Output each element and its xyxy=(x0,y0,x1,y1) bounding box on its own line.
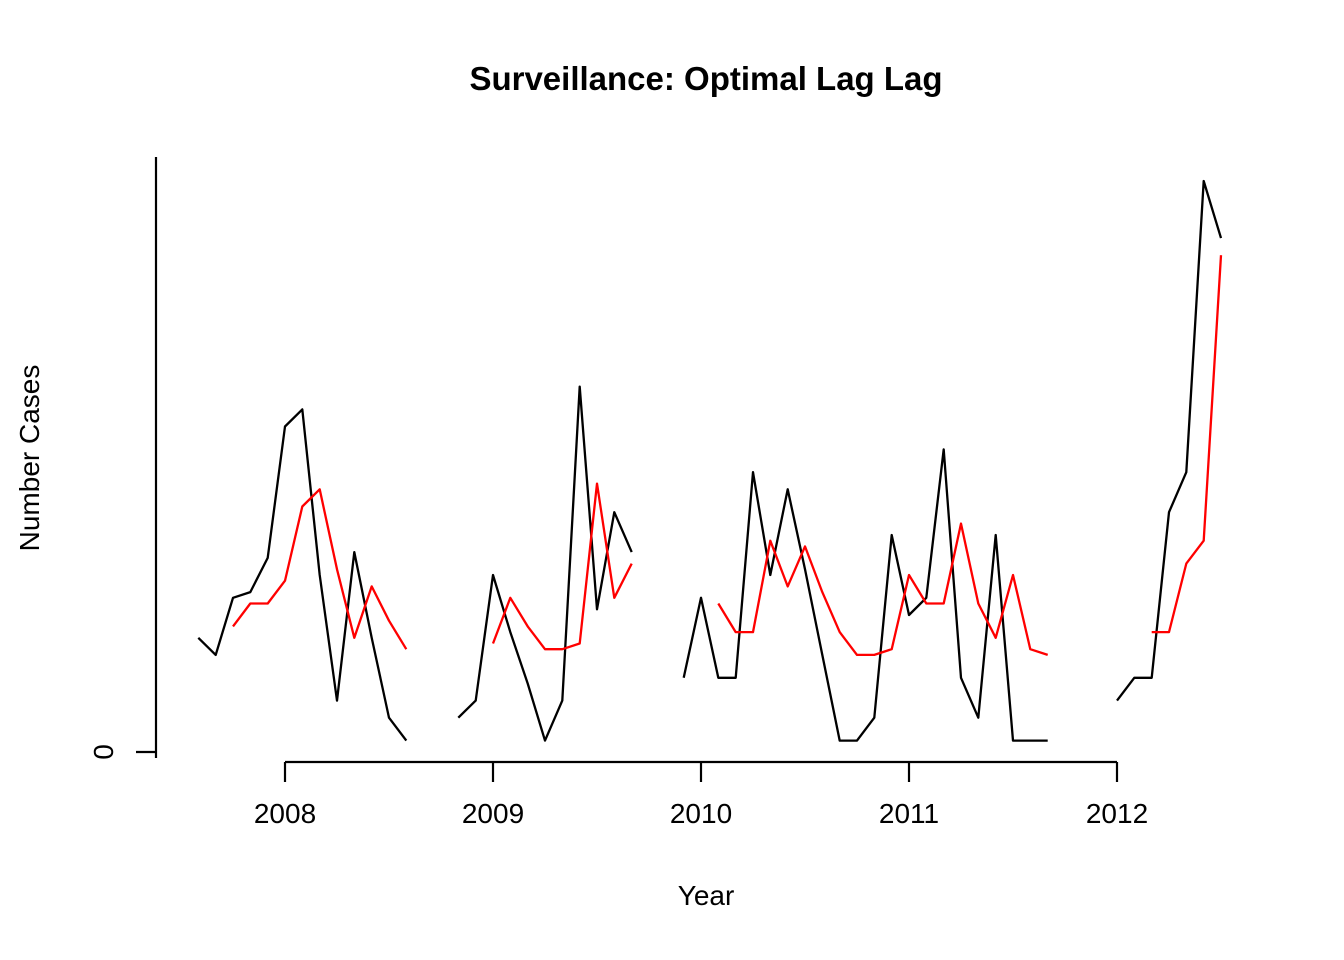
optimal-lag-red-segment xyxy=(1151,255,1223,634)
observed-black-segment xyxy=(457,385,633,742)
x-axis-label: Year xyxy=(677,880,735,911)
chart-title: Surveillance: Optimal Lag Lag xyxy=(469,60,943,97)
observed-black-segment xyxy=(1116,179,1223,702)
x-tick-label-2008: 2008 xyxy=(253,798,317,829)
observed-black-segment xyxy=(682,448,1048,742)
observed-black-segment xyxy=(197,408,408,742)
x-tick-label-2011: 2011 xyxy=(878,798,940,829)
optimal-lag-red-segment xyxy=(232,488,408,650)
optimal-lag-red-segment xyxy=(491,482,633,651)
x-tick-label-2012: 2012 xyxy=(1085,798,1149,829)
x-tick-label-2010: 2010 xyxy=(669,798,733,829)
y-tick-label-0: 0 xyxy=(88,744,119,760)
x-tick-label-2009: 2009 xyxy=(461,798,525,829)
optimal-lag-red-segment xyxy=(717,522,1049,657)
y-axis-label: Number Cases xyxy=(14,364,45,552)
